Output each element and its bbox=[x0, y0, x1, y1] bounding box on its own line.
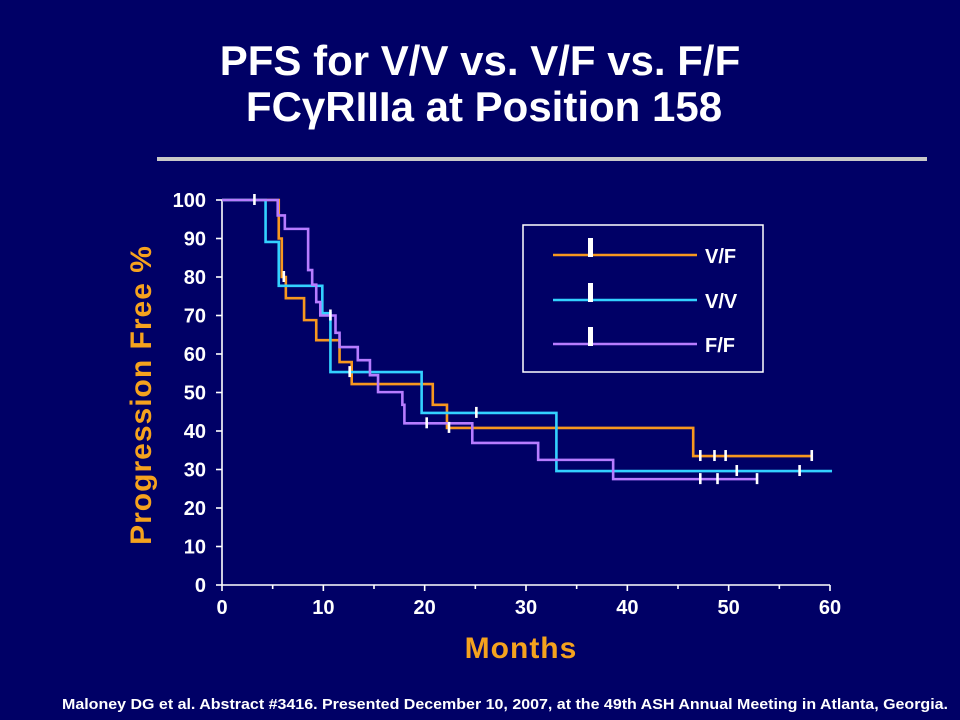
x-tick-label: 0 bbox=[216, 597, 227, 619]
censor-mark-ff bbox=[698, 473, 702, 485]
slide-subtitle: FCγRIIIa at Position 158 bbox=[246, 83, 722, 130]
censor-mark-vf bbox=[810, 450, 814, 462]
y-tick-label: 40 bbox=[184, 421, 206, 443]
legend-entry-vf: V/F bbox=[553, 238, 736, 268]
censor-mark-vv bbox=[735, 465, 739, 477]
citation-footer: Maloney DG et al. Abstract #3416. Presen… bbox=[62, 697, 948, 713]
x-tick-label: 10 bbox=[312, 597, 334, 619]
x-axis-title: Months bbox=[465, 632, 578, 665]
y-axis-ticks: 0 10 20 30 40 50 60 70 80 90 100 bbox=[173, 190, 222, 597]
y-axis-title: Progression Free % bbox=[125, 245, 158, 545]
x-tick-label: 40 bbox=[616, 597, 638, 619]
y-tick-label: 70 bbox=[184, 306, 206, 328]
censor-mark-vv bbox=[348, 366, 351, 378]
censor-mark-vf bbox=[724, 450, 727, 462]
censor-mark-vv bbox=[475, 406, 478, 418]
y-tick-label: 90 bbox=[184, 229, 206, 251]
censor-mark-vf bbox=[713, 450, 716, 462]
censor-mark-ff bbox=[425, 417, 428, 429]
censor-mark-vf bbox=[698, 450, 702, 462]
censor-mark-vf bbox=[282, 271, 286, 282]
y-tick-label: 100 bbox=[173, 190, 206, 212]
y-tick-label: 60 bbox=[184, 344, 206, 366]
y-tick-label: 20 bbox=[184, 498, 206, 520]
y-tick-label: 80 bbox=[184, 267, 206, 289]
legend-censor-icon bbox=[588, 238, 593, 257]
km-curve-vv bbox=[222, 198, 833, 473]
y-tick-label: 50 bbox=[184, 383, 206, 405]
x-tick-label: 50 bbox=[718, 597, 740, 619]
y-tick-label: 0 bbox=[195, 575, 206, 597]
legend-entry-ff: F/F bbox=[553, 327, 735, 357]
x-axis-ticks: 0 10 20 30 40 50 60 bbox=[216, 585, 841, 619]
y-tick-label: 10 bbox=[184, 537, 206, 559]
km-chart: 0 10 20 30 40 50 60 70 80 90 100 0 10 20 30 40 50 60 Pro… bbox=[125, 190, 841, 665]
censor-mark-vf bbox=[447, 421, 451, 433]
legend: V/F V/V F/F bbox=[522, 224, 764, 373]
censor-mark-ff bbox=[329, 309, 332, 321]
km-curve-ff bbox=[222, 198, 758, 481]
x-tick-label: 20 bbox=[414, 597, 436, 619]
legend-entry-vv: V/V bbox=[553, 283, 738, 313]
legend-label-vv: V/V bbox=[705, 291, 738, 313]
legend-label-vf: V/F bbox=[705, 246, 736, 268]
legend-censor-icon bbox=[588, 283, 593, 302]
title-divider bbox=[157, 157, 927, 161]
censor-mark-vf bbox=[253, 194, 256, 205]
km-curve-vf bbox=[222, 198, 812, 458]
legend-label-ff: F/F bbox=[705, 335, 735, 357]
censor-mark-vv bbox=[798, 465, 801, 477]
censor-mark-ff bbox=[755, 473, 759, 485]
legend-censor-icon bbox=[588, 327, 593, 346]
y-tick-label: 30 bbox=[184, 460, 206, 482]
legend-box bbox=[522, 224, 764, 373]
x-tick-label: 60 bbox=[819, 597, 841, 619]
censor-marks bbox=[253, 194, 814, 485]
censor-mark-ff bbox=[716, 473, 719, 485]
km-curves bbox=[222, 198, 833, 481]
slide-title: PFS for V/V vs. V/F vs. F/F bbox=[220, 37, 740, 84]
x-tick-label: 30 bbox=[515, 597, 537, 619]
